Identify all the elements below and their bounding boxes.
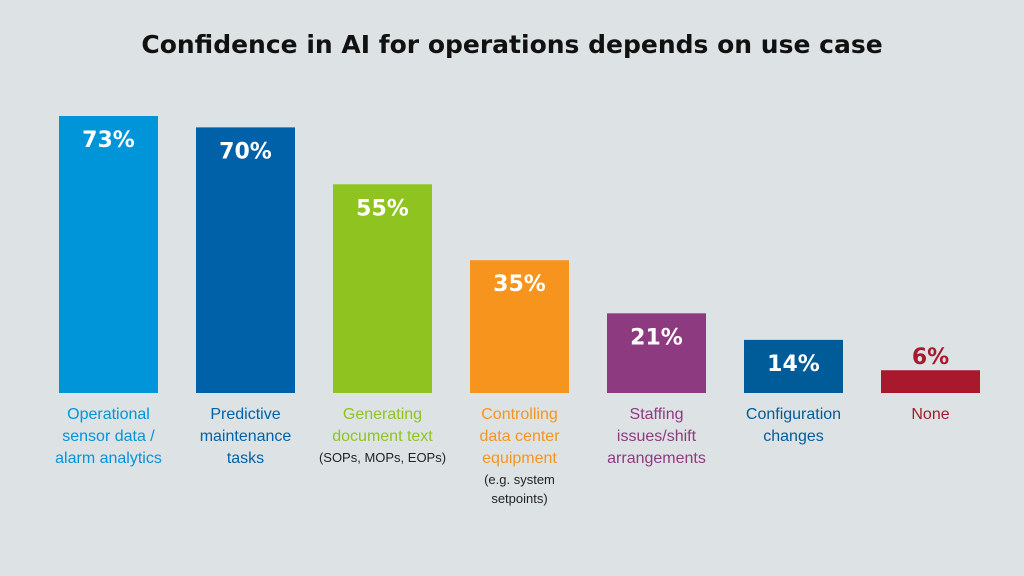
value-label-5: 21% xyxy=(630,325,683,350)
category-label-line: None xyxy=(911,406,950,423)
category-label-1: Operational sensor data / alarm analytics xyxy=(34,404,184,470)
category-label-2: Predictive maintenance tasks xyxy=(171,404,321,470)
bar-7 xyxy=(881,370,980,393)
category-label-6: Configuration changes xyxy=(719,404,869,448)
bar-5 xyxy=(607,313,706,393)
category-label-line: Operational xyxy=(67,406,150,423)
category-label-7: None xyxy=(856,404,1006,426)
category-note-line: (SOPs, MOPs, EOPs) xyxy=(318,450,447,465)
category-label-line: document text xyxy=(332,428,433,445)
category-label-line: maintenance xyxy=(199,428,292,445)
category-label-4: Controlling data center equipment (e.g. sys… xyxy=(445,404,595,508)
category-label-line: arrangements xyxy=(607,450,706,467)
category-label-3: Generating document text (SOPs, MOPs, EOPs… xyxy=(308,404,458,467)
value-label-7: 6% xyxy=(912,345,949,370)
bar-4 xyxy=(470,260,569,393)
category-label-5: Staffing issues/shift arrangements xyxy=(582,404,732,470)
category-label-line: Controlling xyxy=(481,406,558,423)
category-label-line: Generating xyxy=(342,406,423,423)
chart-title: Confidence in AI for operations depends … xyxy=(141,30,883,59)
bar-3 xyxy=(333,184,432,393)
value-label-2: 70% xyxy=(219,139,272,164)
value-label-6: 14% xyxy=(767,352,820,377)
bar-6 xyxy=(744,339,843,393)
bar-1 xyxy=(59,116,158,393)
category-label-line: Predictive xyxy=(210,406,281,423)
bar-2 xyxy=(196,127,295,394)
value-label-1: 73% xyxy=(82,128,135,153)
category-label-line: sensor data / xyxy=(62,428,155,445)
category-label-line: changes xyxy=(763,428,824,445)
category-note-line: (e.g. system xyxy=(484,472,555,487)
category-label-line: issues/shift xyxy=(616,428,697,445)
category-label-line: equipment xyxy=(482,450,557,467)
value-label-4: 35% xyxy=(493,272,546,297)
category-label-line: tasks xyxy=(226,450,265,467)
category-note-line: setpoints) xyxy=(491,491,548,506)
category-label-line: Staffing xyxy=(629,406,684,423)
value-label-3: 55% xyxy=(356,196,409,221)
category-label-line: alarm analytics xyxy=(55,450,162,467)
category-label-line: Configuration xyxy=(745,406,842,423)
category-label-line: data center xyxy=(479,428,560,445)
